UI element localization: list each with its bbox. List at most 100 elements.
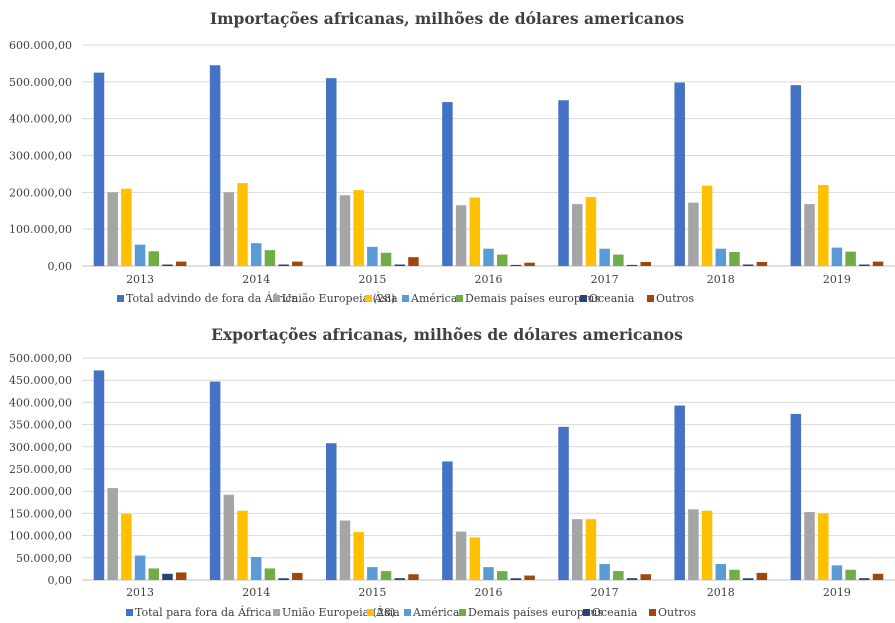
- bar: [845, 251, 856, 266]
- legend-swatch: [126, 609, 133, 616]
- y-tick-label: 250.000,00: [9, 463, 72, 476]
- bar: [380, 571, 392, 580]
- y-tick-label: 400.000,00: [9, 113, 72, 126]
- bar: [455, 205, 467, 266]
- legend-swatch: [404, 609, 411, 616]
- bar: [817, 184, 829, 266]
- legend-swatch: [402, 295, 409, 302]
- bar: [223, 494, 235, 580]
- x-tick-label: 2018: [707, 273, 735, 286]
- legend-swatch: [117, 295, 124, 302]
- bar: [674, 405, 685, 580]
- bar: [278, 578, 289, 580]
- bar: [292, 261, 303, 266]
- bar: [408, 574, 419, 580]
- y-tick-label: 300.000,00: [9, 441, 72, 454]
- legend-label: Oceania: [592, 606, 638, 619]
- bar: [831, 247, 843, 266]
- legend-label: Demais países europeus: [465, 292, 601, 305]
- y-tick-label: 0,00: [48, 260, 73, 273]
- bar: [742, 578, 754, 580]
- bar: [859, 578, 870, 580]
- bar: [121, 188, 132, 266]
- bar: [134, 555, 146, 580]
- bar: [715, 248, 727, 266]
- chart-2: Exportações africanas, milhões de dólare…: [9, 325, 895, 619]
- x-tick-label: 2015: [358, 586, 386, 599]
- legend-label: União Europeia (28): [282, 606, 395, 619]
- x-tick-label: 2013: [126, 273, 154, 286]
- legend-swatch: [647, 295, 654, 302]
- legend-label: Ásia: [373, 291, 398, 305]
- bar: [121, 513, 132, 580]
- bar: [715, 564, 727, 580]
- bar: [599, 564, 610, 580]
- y-tick-label: 400.000,00: [9, 396, 72, 409]
- bar: [558, 426, 569, 580]
- bar: [496, 571, 508, 580]
- y-tick-label: 50.000,00: [16, 552, 72, 565]
- legend-swatch: [367, 609, 374, 616]
- bar: [394, 264, 406, 266]
- legend-label: Demais países europeus: [468, 606, 604, 619]
- bar: [756, 572, 768, 580]
- bar: [483, 248, 494, 266]
- y-tick-label: 500.000,00: [9, 352, 72, 365]
- bar: [640, 574, 651, 580]
- bar: [107, 488, 118, 580]
- bar: [250, 243, 262, 266]
- bar: [859, 264, 870, 266]
- bar: [701, 510, 713, 580]
- bar: [326, 443, 337, 580]
- bar: [558, 100, 569, 266]
- y-tick-label: 0,00: [48, 574, 73, 587]
- y-tick-label: 450.000,00: [9, 374, 72, 387]
- bar: [442, 102, 453, 266]
- bar: [688, 509, 699, 580]
- bar: [394, 578, 406, 580]
- bar: [845, 569, 856, 580]
- bar: [339, 520, 351, 580]
- bar: [524, 262, 535, 266]
- bar: [790, 85, 802, 266]
- legend-label: Ásia: [375, 605, 400, 619]
- y-tick-label: 150.000,00: [9, 507, 72, 520]
- legend-swatch: [456, 295, 463, 302]
- bar: [510, 578, 522, 580]
- x-tick-label: 2016: [475, 586, 503, 599]
- bar: [237, 510, 248, 580]
- x-tick-label: 2013: [126, 586, 154, 599]
- x-tick-label: 2019: [823, 586, 851, 599]
- bar: [148, 251, 160, 266]
- bar: [237, 183, 248, 266]
- legend-swatch: [583, 609, 590, 616]
- x-tick-label: 2016: [475, 273, 503, 286]
- legend-label: Outros: [658, 606, 696, 619]
- bar: [599, 248, 610, 266]
- bar: [264, 250, 276, 266]
- bar: [250, 556, 262, 580]
- bar: [408, 257, 419, 266]
- bar: [162, 264, 173, 266]
- bar: [613, 571, 624, 580]
- bar: [817, 513, 829, 580]
- bar: [326, 78, 337, 267]
- y-tick-label: 200.000,00: [9, 186, 72, 199]
- bar: [93, 370, 105, 580]
- bar: [729, 569, 740, 580]
- bar: [626, 578, 638, 580]
- legend-swatch: [365, 295, 372, 302]
- bar: [469, 537, 481, 580]
- bar: [571, 519, 583, 580]
- bar: [367, 246, 378, 266]
- bar: [626, 264, 638, 266]
- bar: [571, 204, 583, 266]
- x-tick-label: 2014: [242, 273, 270, 286]
- bar: [367, 567, 378, 580]
- bar: [613, 254, 624, 266]
- bar: [175, 572, 187, 580]
- bar: [380, 252, 392, 266]
- y-tick-label: 200.000,00: [9, 485, 72, 498]
- legend-label: Total advindo de fora da África: [126, 291, 299, 305]
- bar: [442, 461, 453, 580]
